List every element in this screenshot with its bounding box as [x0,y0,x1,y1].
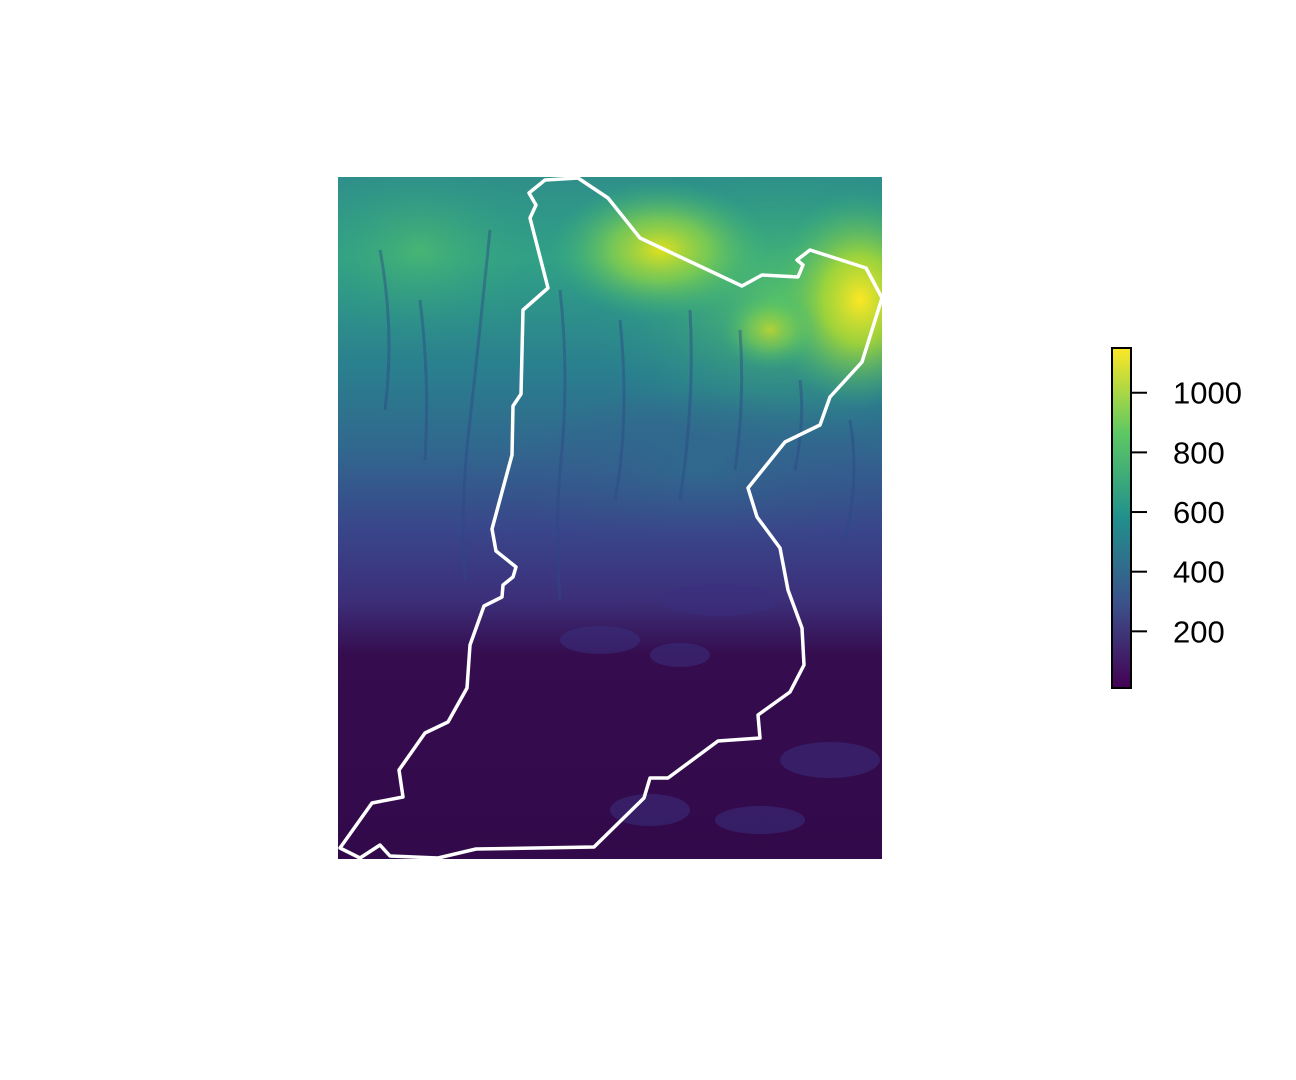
colorbar-legend: 200 400 600 800 1000 [1111,347,1242,689]
raster-midland [500,390,882,550]
lowland-texture [560,584,880,834]
colorbar-tick-label: 800 [1173,435,1225,470]
colorbar-tick-label: 600 [1173,495,1225,530]
colorbar-ticks: 200 400 600 800 1000 [1131,376,1242,649]
colorbar-tick-label: 1000 [1173,376,1242,411]
study-area-boundary [338,176,884,860]
colorbar-ramp [1111,347,1132,689]
drainage-channels [378,229,856,601]
raster-peak-ridge [720,290,820,370]
colorbar-tick-label: 400 [1173,555,1225,590]
colorbar-tick-label: 200 [1173,614,1225,649]
elevation-raster [338,177,882,859]
raster-peak-north [550,180,770,320]
raster-highland-left [338,177,560,350]
